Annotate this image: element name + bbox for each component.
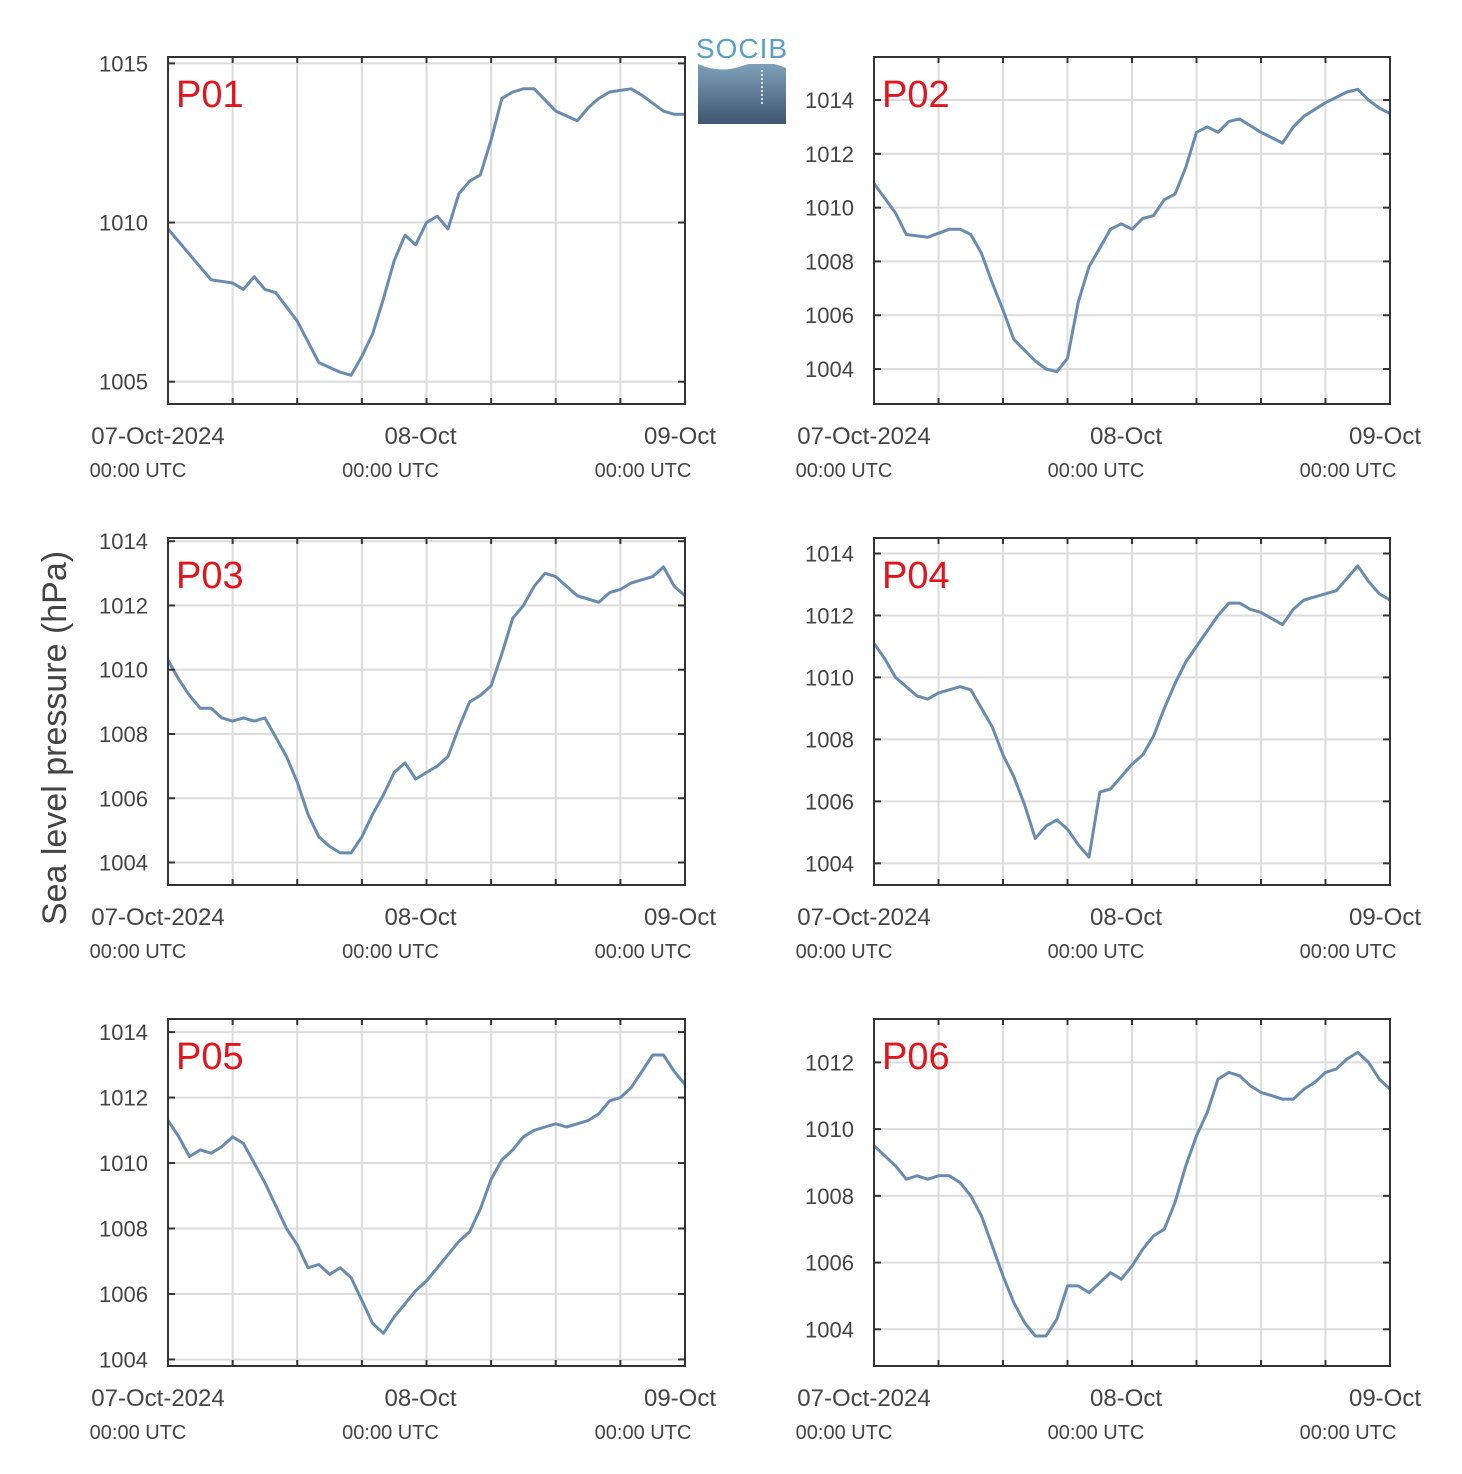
x-tick-label-time: 00:00 UTC [90,460,187,482]
y-tick-label: 1012 [805,1050,854,1075]
socib-logo-block [698,64,786,124]
panel-p06: 1004 1006 1008 1010 1012 07-Oct-2024 00:00 UTC… [796,1018,1421,1444]
series-line-p01 [166,87,685,377]
panel-p01: 1005 1010 1015 07-Oct-2024 00:00 UTC 08-Oct 00… [90,51,717,482]
y-tick-label: 1006 [805,1251,854,1276]
y-tick-label: 1008 [805,727,854,752]
x-tick-label-date: 09-Oct [1349,423,1421,450]
y-axis-label: Sea level pressure (hPa) [36,551,74,925]
x-tick-label-time: 00:00 UTC [796,1422,893,1444]
x-tick-label-time: 00:00 UTC [90,941,187,963]
x-tick-label-date: 09-Oct [644,904,716,931]
x-tick-label-date: 08-Oct [1090,904,1162,931]
panel-p04: 1004 1006 1008 1010 1012 1014 07-Oct-2024 00:00… [796,537,1421,963]
y-tick-label: 1012 [99,1086,148,1111]
panel-label: P04 [882,555,950,597]
y-tick-label: 1004 [99,851,148,876]
x-tick-label-time: 00:00 UTC [796,941,893,963]
panels: 1005 1010 1015 07-Oct-2024 00:00 UTC 08-Oct 00… [90,51,1422,1444]
y-tick-label: 1010 [805,196,854,221]
x-tick-label-time: 00:00 UTC [90,1422,187,1444]
socib-logo-text: SOCIB [696,33,788,64]
x-tick-label-time: 00:00 UTC [342,1422,439,1444]
x-tick-label-time: 00:00 UTC [595,941,692,963]
y-tick-label: 1008 [805,1184,854,1209]
y-tick-label: 1014 [805,541,854,566]
y-tick-label: 1015 [99,51,148,76]
x-tick-label-time: 00:00 UTC [1300,1422,1397,1444]
x-tick-label-time: 00:00 UTC [796,460,893,482]
x-tick-label-time: 00:00 UTC [1048,1422,1145,1444]
y-tick-label: 1004 [99,1347,148,1372]
series-line-p05 [166,1053,687,1335]
x-tick-label-time: 00:00 UTC [1048,941,1145,963]
x-tick-label-date: 07-Oct-2024 [797,1385,930,1412]
panel-label: P01 [176,74,244,116]
y-tick-label: 1004 [805,1317,854,1342]
y-tick-label: 1005 [99,370,148,395]
x-tick-label-date: 08-Oct [384,1385,456,1412]
series-line-p04 [872,564,1391,859]
panel-p03: 1004 1006 1008 1010 1012 1014 07-Oct-2024 00:00… [90,529,717,963]
y-tick-label: 1004 [805,357,854,382]
x-tick-label-date: 09-Oct [644,1385,716,1412]
y-tick-label: 1010 [805,665,854,690]
y-tick-label: 1012 [805,142,854,167]
socib-logo-wave [698,62,786,70]
panel-p05: 1004 1006 1008 1010 1012 1014 07-Oct-2024 00:00… [90,1018,716,1444]
y-tick-label: 1012 [99,593,148,618]
y-tick-label: 1008 [99,722,148,747]
x-tick-label-date: 09-Oct [1349,1385,1421,1412]
x-tick-label-date: 07-Oct-2024 [797,423,930,450]
y-tick-label: 1010 [99,1151,148,1176]
x-tick-label-date: 08-Oct [384,904,456,931]
y-tick-label: 1006 [99,786,148,811]
y-tick-label: 1014 [99,1020,148,1045]
x-tick-label-date: 09-Oct [644,423,716,450]
x-tick-label-date: 08-Oct [1090,423,1162,450]
y-tick-label: 1012 [805,603,854,628]
socib-logo: SOCIB [696,33,788,124]
x-tick-label-date: 07-Oct-2024 [91,423,224,450]
y-tick-label: 1008 [99,1217,148,1242]
y-tick-label: 1010 [805,1117,854,1142]
y-tick-label: 1008 [805,249,854,274]
panel-label: P05 [176,1036,244,1078]
x-tick-label-date: 09-Oct [1349,904,1421,931]
y-tick-label: 1010 [99,658,148,683]
x-tick-label-time: 00:00 UTC [595,1422,692,1444]
x-tick-label-date: 08-Oct [1090,1385,1162,1412]
x-tick-label-time: 00:00 UTC [342,941,439,963]
y-tick-label: 1010 [99,211,148,236]
series-line-p02 [872,87,1391,374]
x-tick-label-time: 00:00 UTC [1300,460,1397,482]
x-tick-label-date: 08-Oct [384,423,456,450]
panel-label: P06 [882,1036,950,1078]
series-line-p03 [166,565,686,855]
y-tick-label: 1006 [805,303,854,328]
y-tick-label: 1006 [805,789,854,814]
y-tick-label: 1014 [805,88,854,113]
panel-p02: 1004 1006 1008 1010 1012 1014 07-Oct-2024 00:00… [796,56,1421,482]
x-tick-label-date: 07-Oct-2024 [91,904,224,931]
y-tick-label: 1014 [99,529,148,554]
x-tick-label-time: 00:00 UTC [1048,460,1145,482]
panel-label: P03 [176,555,244,597]
x-tick-label-time: 00:00 UTC [595,460,692,482]
x-tick-label-date: 07-Oct-2024 [797,904,930,931]
y-tick-label: 1006 [99,1282,148,1307]
y-tick-label: 1004 [805,851,854,876]
panel-label: P02 [882,74,950,116]
x-tick-label-date: 07-Oct-2024 [91,1385,224,1412]
x-tick-label-time: 00:00 UTC [342,460,439,482]
x-tick-label-time: 00:00 UTC [1300,941,1397,963]
series-line-p06 [872,1050,1392,1338]
